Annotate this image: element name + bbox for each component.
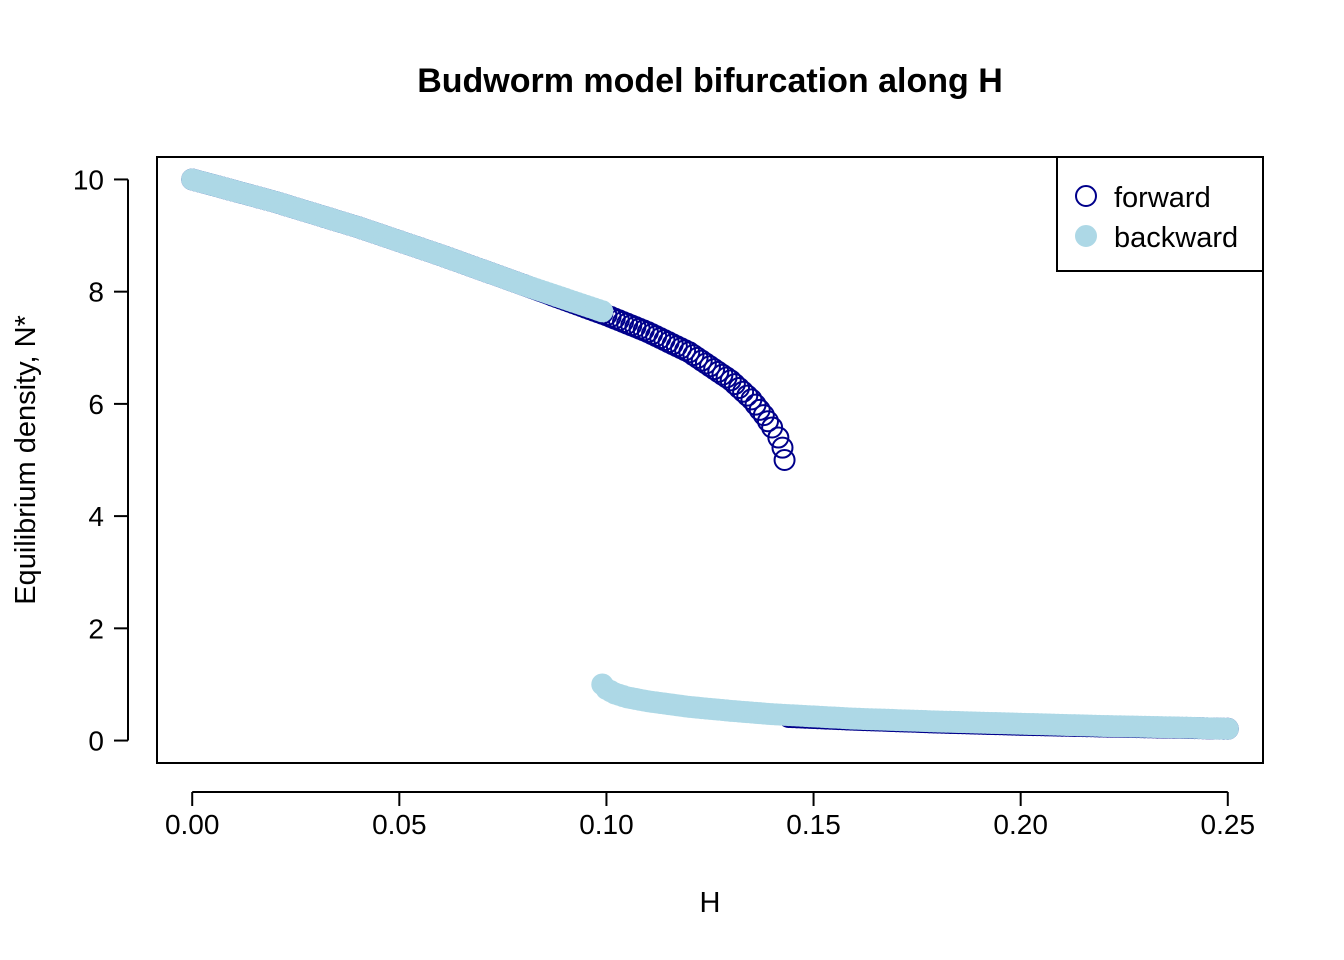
legend-backward-marker [1075, 225, 1097, 247]
y-tick-label: 0 [88, 726, 104, 757]
legend: forward backward [1056, 156, 1264, 272]
y-tick-label: 8 [88, 277, 104, 308]
forward-point [719, 369, 742, 392]
y-tick-label: 2 [88, 613, 104, 644]
y-tick-label: 4 [88, 501, 104, 532]
y-tick-label: 6 [88, 389, 104, 420]
forward-point [732, 380, 755, 403]
forward-point [767, 426, 790, 449]
forward-point [723, 373, 746, 396]
legend-forward-marker [1075, 185, 1097, 207]
x-tick-label: 0.15 [786, 809, 841, 840]
forward-point [728, 376, 750, 399]
x-tick-label: 0.25 [1201, 809, 1256, 840]
forward-point [752, 404, 775, 427]
x-tick-label: 0.00 [165, 809, 220, 840]
y-axis-label: Equilibrium density, N* [10, 315, 42, 605]
legend-box [1056, 156, 1264, 272]
legend-backward-label: backward [1114, 222, 1238, 254]
forward-point [773, 449, 796, 471]
chart-title: Budworm model bifurcation along H [417, 62, 1003, 100]
backward-point [591, 300, 614, 323]
x-axis: 0.00 0.05 0.10 0.15 0.20 0.25 [165, 791, 1256, 840]
forward-point [748, 398, 771, 421]
x-tick-label: 0.20 [993, 809, 1048, 840]
forward-point [756, 410, 779, 433]
x-axis-label: H [700, 887, 721, 919]
x-tick-label: 0.05 [372, 809, 427, 840]
backward-series [181, 168, 1239, 740]
forward-point [771, 436, 794, 459]
y-axis: 0 2 4 6 8 10 [73, 164, 129, 757]
legend-forward-label: forward [1114, 182, 1211, 214]
y-tick-label: 10 [73, 164, 104, 195]
x-tick-label: 0.10 [579, 809, 634, 840]
plot-frame [156, 156, 1264, 764]
backward-point [1216, 717, 1239, 740]
